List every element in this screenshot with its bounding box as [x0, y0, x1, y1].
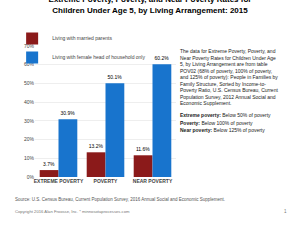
svg-text:10%: 10% [24, 155, 35, 161]
svg-text:POVERTY: POVERTY [94, 178, 119, 184]
svg-text:Extreme Poverty, Poverty, and: Extreme Poverty, Poverty, and Near Pover… [49, 0, 252, 15]
svg-text:11.6%: 11.6% [136, 146, 150, 152]
svg-text:The data for Extreme Poverty,: The data for Extreme Poverty, Poverty, a… [180, 48, 278, 106]
svg-text:Extreme poverty: Below 50% of: Extreme poverty: Below 50% of poverty [180, 112, 271, 118]
svg-text:3.7%: 3.7% [43, 161, 55, 167]
svg-text:Living with married parents: Living with married parents [52, 35, 112, 41]
svg-text:40%: 40% [24, 99, 35, 105]
svg-text:1: 1 [284, 209, 287, 214]
svg-text:50.1%: 50.1% [108, 74, 123, 80]
svg-text:20%: 20% [24, 136, 35, 142]
svg-text:30%: 30% [24, 118, 35, 124]
svg-text:Source: U.S. Census Bureau, Cu: Source: U.S. Census Bureau, Current Popu… [15, 197, 225, 202]
svg-text:NEAR POVERTY: NEAR POVERTY [133, 178, 173, 184]
svg-text:30.9%: 30.9% [61, 110, 76, 116]
svg-text:60.2%: 60.2% [155, 55, 170, 61]
svg-text:Living with female head of hou: Living with female head of household onl… [52, 54, 145, 60]
svg-text:Near poverty: Below 125% of po: Near poverty: Below 125% of poverty [180, 127, 265, 133]
svg-text:50%: 50% [24, 80, 35, 86]
svg-text:Copyright 2016 Alan Froosse, I: Copyright 2016 Alan Froosse, Inc. * minn… [15, 209, 130, 214]
svg-text:Poverty: Below 100% of poverty: Poverty: Below 100% of poverty [180, 120, 253, 126]
svg-text:EXTREME POVERTY: EXTREME POVERTY [34, 178, 84, 184]
svg-text:0%: 0% [27, 174, 35, 180]
svg-text:13.2%: 13.2% [89, 143, 104, 149]
